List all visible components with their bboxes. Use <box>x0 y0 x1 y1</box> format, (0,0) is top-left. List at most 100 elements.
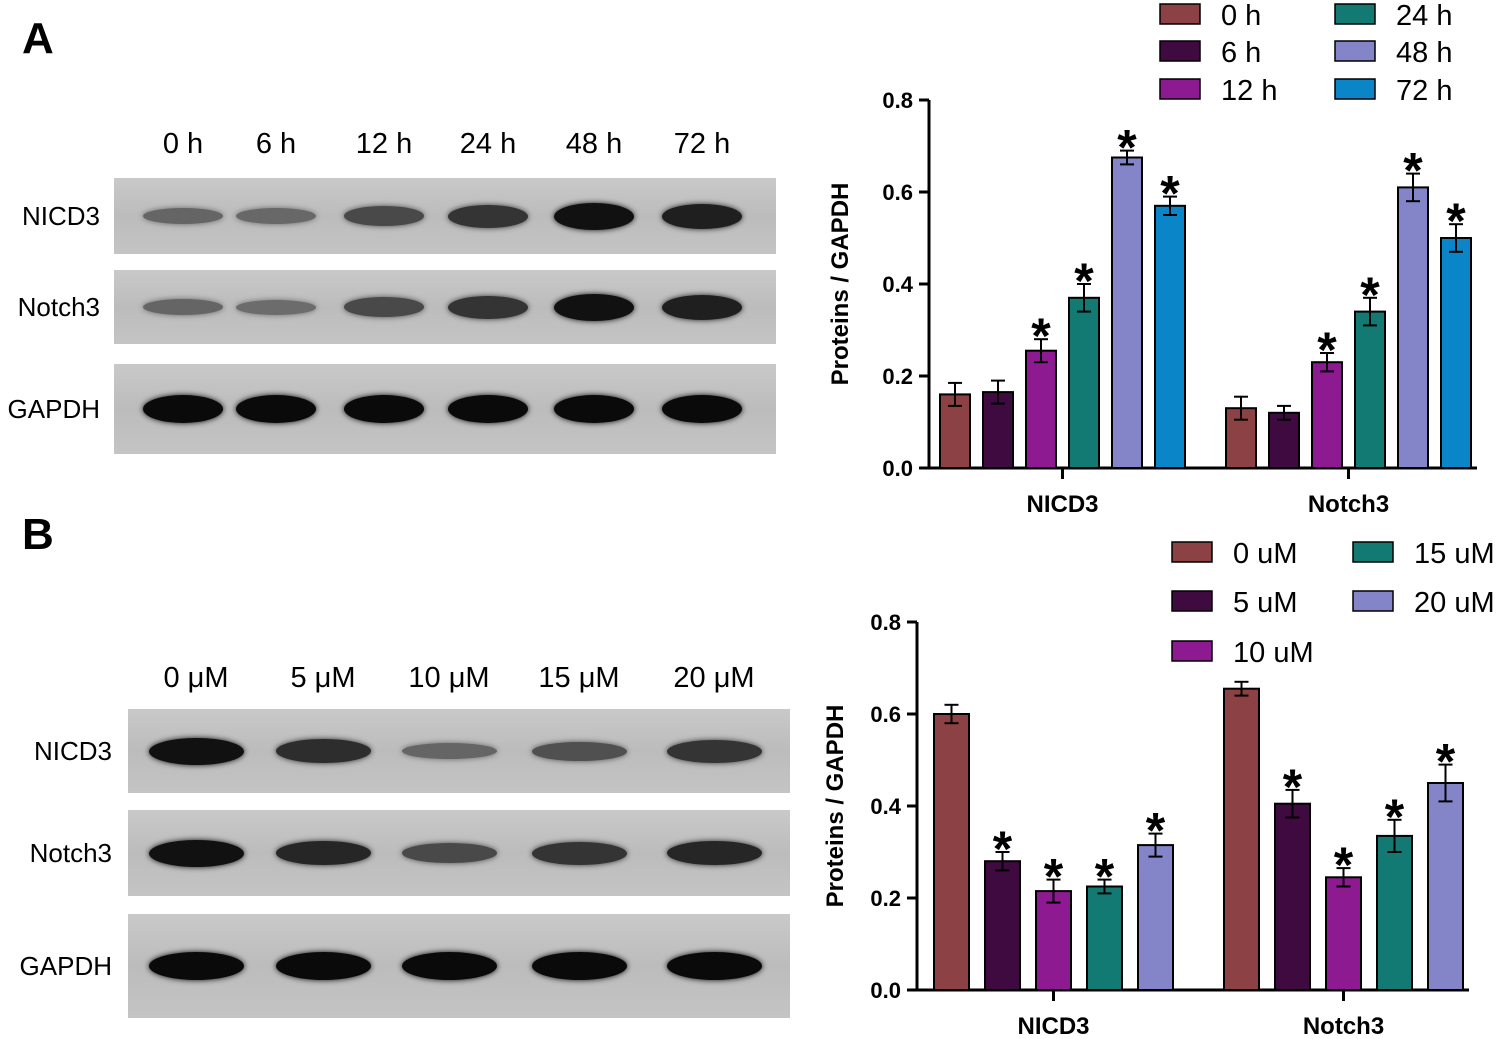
blot-band <box>344 297 424 317</box>
lane-label: 48 h <box>565 128 623 160</box>
significance-asterisk: * <box>1160 166 1180 222</box>
y-tick-label: 0.0 <box>870 978 901 1003</box>
lane-label: 12 h <box>355 128 413 160</box>
bar <box>1440 237 1472 469</box>
legend-swatch <box>1334 3 1376 25</box>
lane-label: 5 μM <box>290 662 356 694</box>
bar <box>1086 885 1123 991</box>
significance-asterisk: * <box>1095 849 1115 905</box>
bar <box>1137 844 1174 991</box>
y-tick-label: 0.2 <box>870 886 901 911</box>
blot-band <box>275 841 371 865</box>
legend-swatch <box>1159 40 1201 62</box>
blot-band <box>666 739 762 763</box>
blot-band <box>143 208 223 224</box>
significance-asterisk: * <box>1436 734 1456 790</box>
legend-swatch <box>1171 590 1213 612</box>
y-tick-label: 0.0 <box>882 456 913 481</box>
blot-band <box>236 299 316 315</box>
blot-band <box>344 206 424 226</box>
bar <box>1268 411 1300 469</box>
lane-label: 6 h <box>255 128 297 160</box>
blot-row-label: GAPDH <box>7 394 100 424</box>
blot-band <box>531 952 627 980</box>
blot-band <box>662 203 742 229</box>
y-tick-label: 0.8 <box>870 610 901 635</box>
y-axis-label: Proteins / GAPDH <box>822 705 849 908</box>
blot-band <box>448 395 528 423</box>
y-tick-label: 0.6 <box>870 702 901 727</box>
blot-band <box>148 952 244 980</box>
blot-band <box>448 295 528 319</box>
legend-label: 15 uM <box>1414 538 1495 570</box>
legend-swatch <box>1334 40 1376 62</box>
chart-a: 0.0 0.2 0.4 0.6 0.8 Proteins / GAPDH NICD3 Notc… <box>827 0 1477 518</box>
x-category-label: NICD3 <box>1017 1013 1089 1039</box>
legend-label: 5 uM <box>1233 587 1297 619</box>
legend-swatch <box>1352 590 1394 612</box>
blot-band <box>148 839 244 867</box>
significance-asterisk: * <box>1385 789 1405 845</box>
bar <box>1311 361 1343 470</box>
legend-swatch <box>1352 541 1394 563</box>
bar <box>1427 782 1464 991</box>
blot-band <box>275 739 371 763</box>
y-tick-label: 0.2 <box>882 364 913 389</box>
legend-label: 10 uM <box>1233 637 1314 669</box>
blot-strip <box>128 914 790 1018</box>
bar <box>1325 876 1362 991</box>
significance-asterisk: * <box>1283 759 1303 815</box>
bar <box>1223 687 1260 991</box>
significance-asterisk: * <box>1117 120 1137 176</box>
significance-asterisk: * <box>993 821 1013 877</box>
lane-label: 15 μM <box>538 662 620 694</box>
significance-asterisk: * <box>1360 267 1380 323</box>
panel-letter-a: A <box>22 14 54 63</box>
blot-band <box>148 737 244 765</box>
significance-asterisk: * <box>1074 253 1094 309</box>
significance-asterisk: * <box>1031 308 1051 364</box>
legend-swatch <box>1171 640 1213 662</box>
bar <box>1025 349 1057 470</box>
legend-label: 24 h <box>1396 0 1452 32</box>
significance-asterisk: * <box>1317 322 1337 378</box>
blot-strip <box>128 810 790 896</box>
legend-label: 0 h <box>1221 0 1261 32</box>
y-tick-label: 0.6 <box>882 180 913 205</box>
significance-asterisk: * <box>1146 803 1166 859</box>
legend-label: 0 uM <box>1233 538 1297 570</box>
bar <box>1397 186 1429 469</box>
blot-strip <box>114 270 776 344</box>
x-category-label: NICD3 <box>1026 491 1098 518</box>
blot-row-label: Notch3 <box>17 292 100 322</box>
panel-letter-b: B <box>22 510 54 559</box>
lane-label: 10 μM <box>408 662 490 694</box>
blot-row-label: NICD3 <box>33 736 112 766</box>
bar <box>1376 834 1413 992</box>
significance-asterisk: * <box>1334 837 1354 893</box>
lane-label: 0 h <box>162 128 204 160</box>
legend-label: 72 h <box>1396 75 1452 107</box>
legend-swatch <box>1159 78 1201 100</box>
blot-strip <box>114 364 776 454</box>
blot-band <box>401 843 497 863</box>
bar <box>1274 802 1311 992</box>
blot-band <box>554 395 634 423</box>
x-category-label: Notch3 <box>1303 1013 1384 1039</box>
bar <box>1068 296 1100 469</box>
legend-swatch <box>1159 3 1201 25</box>
blot-band <box>531 841 627 865</box>
y-tick-label: 0.4 <box>882 272 913 297</box>
significance-asterisk: * <box>1446 193 1466 249</box>
blot-band <box>554 202 634 230</box>
blot-band <box>236 208 316 224</box>
blot-band <box>666 952 762 980</box>
legend-label: 48 h <box>1396 37 1452 69</box>
blot-row-label: NICD3 <box>21 201 100 231</box>
bar <box>984 860 1021 992</box>
blot-strip <box>114 178 776 254</box>
legend-label: 20 uM <box>1414 587 1495 619</box>
lane-label: 20 μM <box>673 662 755 694</box>
blot-band <box>666 841 762 865</box>
y-tick-label: 0.8 <box>882 88 913 113</box>
